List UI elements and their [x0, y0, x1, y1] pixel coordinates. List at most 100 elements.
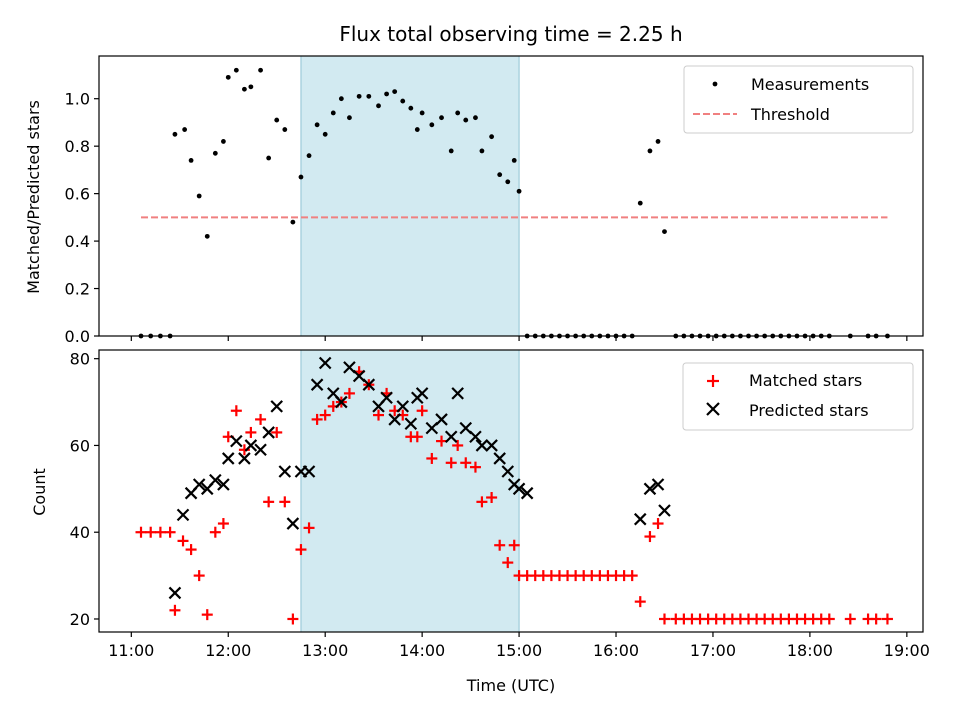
predicted-star-point [335, 395, 348, 409]
predicted-star-point [396, 400, 410, 413]
count-panel-y-axis-label: Count [30, 468, 49, 516]
matched-star-point [476, 496, 488, 508]
matched-star-point [823, 613, 835, 625]
predicted-star-point [270, 400, 284, 413]
measurement-point [290, 219, 296, 225]
count-panel-legend: Matched stars Predicted stars [682, 362, 914, 431]
predicted-star-point [469, 430, 482, 444]
measurement-point [376, 103, 381, 109]
matched-star-point [287, 613, 299, 625]
ratio-panel-x-ticks [130, 336, 908, 341]
predicted-star-point [209, 473, 222, 487]
predicted-star-point [244, 439, 258, 452]
matched-star-point [193, 570, 205, 582]
measurement-point [330, 110, 336, 116]
y-tick-label: 80 [70, 350, 90, 369]
measurement-point [479, 148, 485, 154]
predicted-star-point [221, 452, 235, 465]
matched-star-point [508, 539, 520, 551]
measurement-point [188, 158, 194, 163]
predicted-star-point [404, 417, 418, 431]
predicted-star-point [192, 478, 206, 491]
x-tick-label: 12:00 [205, 641, 251, 660]
measurement-point [392, 89, 398, 94]
ratio-panel-y-axis-label: Matched/Predicted stars [24, 100, 43, 294]
matched-star-point [452, 439, 464, 451]
matched-star-point [135, 526, 147, 538]
predicted-star-point [286, 517, 300, 530]
matched-star-point [279, 496, 291, 508]
matched-star-point [373, 409, 385, 421]
measurement-point [172, 131, 178, 137]
ratio-panel-frame [98, 55, 924, 337]
matched-star-point [844, 613, 856, 625]
matched-star-point [658, 613, 670, 625]
measurement-point [242, 86, 247, 92]
predicted-star-point [238, 452, 251, 465]
matched-star-point [177, 535, 189, 547]
count-panel-x-ticks: 11:00 12:00 13:00 14:00 15:00 16:00 17:00 18:00… [108, 632, 930, 660]
matched-star-point [494, 539, 506, 551]
predicted-star-point [485, 439, 498, 452]
matched-star-point [154, 526, 166, 538]
x-tick-label: 14:00 [399, 641, 445, 660]
predicted-star-point [230, 434, 243, 448]
predicted-star-point [493, 452, 506, 465]
predicted-star-point [388, 413, 401, 426]
matched-star-point [169, 604, 181, 616]
measurement-point [497, 172, 503, 178]
predicted-stars-layer [168, 356, 671, 600]
measurement-point [637, 200, 643, 206]
x-tick-label: 19:00 [884, 641, 930, 660]
matched-star-point [870, 613, 882, 625]
legend-threshold-label: Threshold [750, 105, 830, 124]
matched-star-point [303, 522, 315, 534]
y-tick-label: 0.2 [65, 280, 90, 299]
matched-star-point [311, 413, 323, 425]
count-panel: 11:00 12:00 13:00 14:00 15:00 16:00 17:00 18:00… [30, 349, 930, 695]
matched-star-point [634, 596, 646, 608]
predicted-star-point [176, 508, 190, 522]
legend-measurements-marker [712, 81, 718, 87]
measurement-point [258, 67, 263, 73]
ratio-legend-box [683, 65, 914, 134]
predicted-star-point [520, 486, 534, 500]
measurement-point [274, 117, 280, 123]
measurement-point [221, 139, 226, 144]
predicted-star-point [651, 478, 665, 491]
predicted-star-point [318, 356, 332, 370]
x-tick-label: 13:00 [302, 641, 348, 660]
matched-star-point [436, 435, 448, 447]
matched-star-point [644, 531, 656, 543]
measurement-point [662, 229, 667, 234]
matched-star-point [881, 613, 893, 625]
ratio-panel-y-ticks: 0.0 0.2 0.4 0.6 0.8 1.0 [65, 90, 99, 346]
predicted-star-point [415, 387, 429, 400]
matched-star-point [319, 409, 331, 421]
predicted-star-point [343, 361, 356, 374]
matched-star-point [411, 431, 423, 443]
measurement-point [647, 148, 653, 154]
predicted-star-point [643, 482, 657, 496]
matched-star-point [502, 557, 514, 569]
matched-star-point [426, 452, 438, 464]
measurement-point [439, 115, 444, 121]
measurement-point [400, 98, 406, 104]
measurement-point [204, 233, 210, 239]
matched-star-point [145, 526, 157, 538]
measurement-point [212, 150, 218, 156]
x-tick-label: 11:00 [108, 641, 154, 660]
measurement-point [298, 174, 304, 180]
measurement-point [366, 93, 372, 99]
predicted-star-point [352, 369, 366, 383]
legend-matched-marker [707, 375, 719, 387]
observing-window-shade [300, 55, 520, 337]
predicted-star-point [444, 430, 458, 444]
matched-star-point [271, 426, 283, 438]
ratio-panel: 0.0 0.2 0.4 0.6 0.8 1.0 Matched/Predicted sta… [24, 55, 924, 346]
measurement-point [448, 148, 454, 154]
measurement-point [505, 179, 511, 185]
measurement-point [225, 74, 231, 80]
matched-star-point [295, 544, 307, 556]
